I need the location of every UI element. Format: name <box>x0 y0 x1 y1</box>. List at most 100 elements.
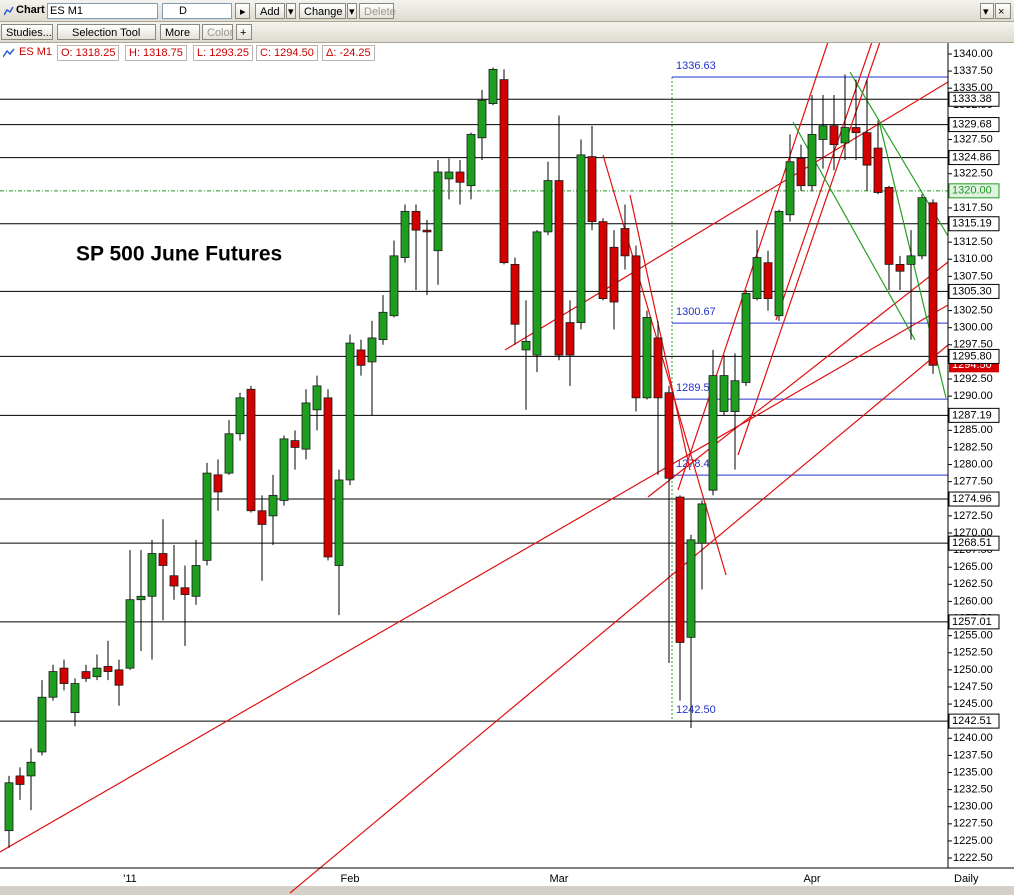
candle-body <box>125 599 135 669</box>
fib-label: 1242.50 <box>676 704 716 716</box>
y-tick-label: 1317.50 <box>953 202 993 214</box>
candle-body <box>136 595 146 601</box>
candle-body <box>378 311 388 341</box>
y-tick-label: 1292.50 <box>953 373 993 385</box>
y-tick-label: 1290.00 <box>953 390 993 402</box>
candle-body <box>433 171 443 252</box>
crosshair-button[interactable]: + <box>236 24 252 40</box>
level-label: 1295.80 <box>952 350 992 362</box>
delete-button[interactable]: Delete <box>359 3 396 19</box>
add-dropdown[interactable]: ▾ <box>286 3 296 19</box>
y-tick-label: 1302.50 <box>953 304 993 316</box>
close-button[interactable]: × <box>995 3 1011 19</box>
candle-body <box>26 761 36 777</box>
y-tick-label: 1225.00 <box>953 835 993 847</box>
go-button[interactable]: ▸ <box>235 3 250 19</box>
level-label: 1315.19 <box>952 218 992 230</box>
candle-body <box>895 263 905 272</box>
y-tick-label: 1255.00 <box>953 630 993 642</box>
more-button[interactable]: More <box>160 24 200 40</box>
level-box <box>948 150 1000 166</box>
candle-body <box>873 147 883 193</box>
info-close: C: 1294.50 <box>256 45 318 61</box>
y-tick-label: 1300.00 <box>953 322 993 334</box>
y-tick-label: 1272.50 <box>953 510 993 522</box>
candle-body <box>103 666 113 672</box>
y-tick-label: 1312.50 <box>953 236 993 248</box>
level-box <box>948 614 1000 630</box>
y-tick-label: 1232.50 <box>953 784 993 796</box>
candle-body <box>620 228 630 257</box>
add-button[interactable]: Add <box>255 3 285 19</box>
level-label: 1268.51 <box>952 537 992 549</box>
y-tick-label: 1335.00 <box>953 82 993 94</box>
candle-body <box>554 180 564 356</box>
y-tick-label: 1252.50 <box>953 647 993 659</box>
candle-body <box>521 340 531 351</box>
level-label: 1305.30 <box>952 285 992 297</box>
y-tick-label: 1340.00 <box>953 48 993 60</box>
y-tick-label: 1297.50 <box>953 339 993 351</box>
candle-body <box>290 440 300 448</box>
trend-line <box>629 194 691 471</box>
candle-body <box>81 671 91 679</box>
level-box <box>948 491 1000 507</box>
candle-body <box>719 375 729 412</box>
candle-body <box>444 171 454 180</box>
level-label: 1324.86 <box>952 151 992 163</box>
candle-body <box>840 127 850 144</box>
candle-body <box>862 132 872 166</box>
studies-button[interactable]: Studies... <box>1 24 53 40</box>
color-button[interactable]: Color <box>202 24 233 40</box>
candle-body <box>587 156 597 223</box>
y-tick-label: 1250.00 <box>953 664 993 676</box>
candle-body <box>664 392 674 479</box>
candle-body <box>213 474 223 493</box>
change-dropdown[interactable]: ▾ <box>347 3 357 19</box>
selection-tool-button[interactable]: Selection Tool <box>57 24 156 40</box>
toolbar-2: Studies... Selection Tool More Color + <box>0 22 1014 43</box>
change-button[interactable]: Change <box>299 3 346 19</box>
candle-body <box>15 775 25 785</box>
candle-body <box>455 171 465 183</box>
level-box <box>948 713 1000 729</box>
symbol-input[interactable]: ES M1 <box>47 3 158 19</box>
info-icon <box>3 48 15 58</box>
candle-body <box>785 161 795 216</box>
candle-body <box>246 388 256 512</box>
level-label: 1333.38 <box>952 93 992 105</box>
candle-body <box>466 133 476 187</box>
candle-body <box>202 472 212 561</box>
candle-body <box>774 210 784 317</box>
candle-body <box>411 210 421 231</box>
y-tick-label: 1260.00 <box>953 595 993 607</box>
period-input[interactable]: D <box>162 3 232 19</box>
candle-body <box>609 246 619 303</box>
candle-body <box>323 397 333 558</box>
y-tick-label: 1285.00 <box>953 424 993 436</box>
toolbar-title: Chart <box>16 4 45 16</box>
info-change: Δ: -24.25 <box>322 45 375 61</box>
candle-body <box>829 125 839 146</box>
y-tick-label: 1222.50 <box>953 852 993 864</box>
toolbar: Chart ES M1 D ▸ Add ▾ Change ▾ Delete ▾ … <box>0 0 1014 22</box>
trend-line <box>289 344 949 894</box>
minimize-button[interactable]: ▾ <box>980 3 994 19</box>
level-box <box>948 91 1000 107</box>
candle-body <box>928 202 938 366</box>
y-tick-label: 1230.00 <box>953 801 993 813</box>
candle-body <box>37 696 47 753</box>
candle-body <box>235 397 245 435</box>
candle-body <box>741 293 751 383</box>
level-box <box>948 283 1000 299</box>
level-label: 1257.01 <box>952 616 992 628</box>
candle-body <box>510 263 520 325</box>
candle-body <box>906 255 916 265</box>
candle-body <box>400 210 410 258</box>
x-tick-label: '11 <box>123 873 137 885</box>
axis-layer: 1340.001337.501335.001332.501330.001327.… <box>123 48 1000 885</box>
fib-label: 1336.63 <box>676 60 716 72</box>
candle-body <box>70 683 80 714</box>
